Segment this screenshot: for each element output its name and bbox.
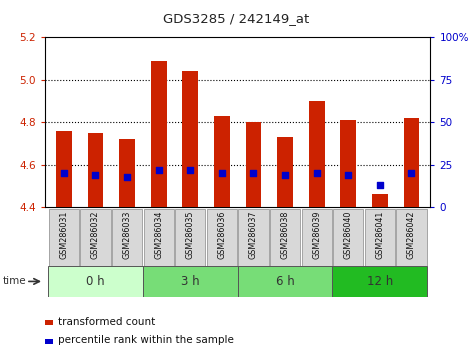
Text: GDS3285 / 242149_at: GDS3285 / 242149_at [163,12,310,25]
Text: 3 h: 3 h [181,275,200,288]
Bar [112,209,142,266]
Text: percentile rank within the sample: percentile rank within the sample [59,335,234,346]
Bar [333,266,427,297]
Point [60,170,68,176]
Text: GSM286040: GSM286040 [344,211,353,259]
Bar [214,116,230,207]
Text: GSM286033: GSM286033 [123,211,131,259]
Point [281,172,289,178]
Point [92,172,99,178]
Text: time: time [2,276,26,286]
Point [250,170,257,176]
Bar [143,266,238,297]
Bar [403,118,420,207]
Bar [175,209,205,266]
Text: GSM286042: GSM286042 [407,211,416,259]
Bar [80,209,111,266]
Point [218,170,226,176]
Bar [45,338,53,343]
Point [186,167,194,172]
Bar [143,209,174,266]
Point [408,170,415,176]
Bar [48,266,143,297]
Text: GSM286036: GSM286036 [218,211,227,259]
Bar [88,133,104,207]
Bar [207,209,237,266]
Bar [238,266,333,297]
Bar [372,194,388,207]
Text: transformed count: transformed count [59,317,156,327]
Bar [277,137,293,207]
Text: GSM286034: GSM286034 [154,211,163,259]
Point [313,170,321,176]
Text: GSM286031: GSM286031 [60,211,69,259]
Bar [49,209,79,266]
Bar [333,209,363,266]
Text: GSM286037: GSM286037 [249,211,258,259]
Bar [301,209,332,266]
Point [376,182,384,188]
Text: GSM286035: GSM286035 [186,211,195,259]
Point [123,174,131,179]
Text: 0 h: 0 h [86,275,105,288]
Text: 6 h: 6 h [276,275,295,288]
Bar [365,209,395,266]
Bar [183,71,198,207]
Bar [56,131,72,207]
Bar [119,139,135,207]
Bar [309,101,324,207]
Point [344,172,352,178]
Text: GSM286032: GSM286032 [91,211,100,259]
Bar [396,209,427,266]
Bar [341,120,356,207]
Text: GSM286039: GSM286039 [312,211,321,259]
Bar [151,61,166,207]
Bar [270,209,300,266]
Text: GSM286038: GSM286038 [280,211,289,259]
Bar [245,122,262,207]
Bar [238,209,269,266]
Bar [45,320,53,325]
Text: 12 h: 12 h [367,275,393,288]
Text: GSM286041: GSM286041 [376,211,385,259]
Point [155,167,162,172]
